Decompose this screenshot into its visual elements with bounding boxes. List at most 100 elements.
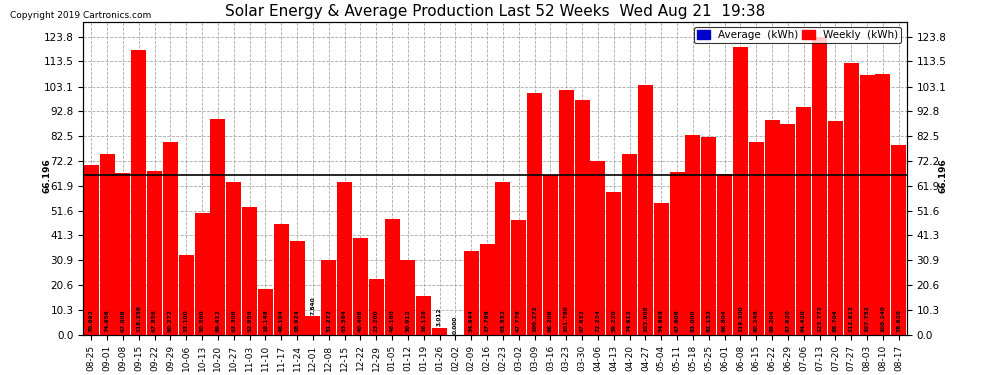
Bar [828,121,842,335]
Text: 0.000: 0.000 [452,315,458,334]
Text: 54.668: 54.668 [658,310,663,333]
Bar [638,85,653,335]
Bar [669,172,685,335]
Bar [416,296,432,335]
Legend: Average  (kWh), Weekly  (kWh): Average (kWh), Weekly (kWh) [694,27,902,43]
Text: 107.752: 107.752 [864,306,869,333]
Bar [479,244,495,335]
Bar [179,255,194,335]
Bar [100,154,115,335]
Text: 83.000: 83.000 [690,310,695,333]
Text: 103.908: 103.908 [643,306,647,333]
Text: 37.796: 37.796 [484,310,490,333]
Text: 33.100: 33.100 [184,310,189,333]
Text: 31.272: 31.272 [327,310,332,333]
Text: 19.148: 19.148 [263,310,268,333]
Text: 67.856: 67.856 [152,310,157,333]
Bar [337,182,352,335]
Bar [543,176,558,335]
Bar [796,107,811,335]
Bar [227,182,242,335]
Text: 89.204: 89.204 [769,310,774,333]
Bar [132,50,147,335]
Bar [733,48,747,335]
Text: 63.308: 63.308 [232,310,237,333]
Text: 66.804: 66.804 [722,310,727,333]
Text: 52.956: 52.956 [248,310,252,333]
Text: 50.560: 50.560 [200,310,205,333]
Bar [195,213,210,335]
Bar [400,260,416,335]
Title: Solar Energy & Average Production Last 52 Weeks  Wed Aug 21  19:38: Solar Energy & Average Production Last 5… [225,4,765,19]
Text: 100.272: 100.272 [532,306,538,333]
Bar [653,203,669,335]
Text: 74.956: 74.956 [105,310,110,333]
Bar [812,37,827,335]
Bar [321,260,337,335]
Bar [685,135,700,335]
Bar [622,154,638,335]
Bar [891,146,906,335]
Bar [701,137,716,335]
Text: 67.608: 67.608 [674,310,679,333]
Bar [148,171,162,335]
Text: 46.104: 46.104 [279,310,284,333]
Text: 48.160: 48.160 [390,310,395,333]
Text: 3.012: 3.012 [438,308,443,326]
Bar [859,75,874,335]
Bar [305,316,321,335]
Text: 59.220: 59.220 [611,310,616,333]
Bar [163,141,178,335]
Text: 89.412: 89.412 [216,310,221,333]
Text: 7.840: 7.840 [311,296,316,315]
Bar [606,192,622,335]
Bar [290,241,305,335]
Text: 87.620: 87.620 [785,310,790,333]
Bar [590,161,606,335]
Bar [258,289,273,335]
Bar [717,174,732,335]
Bar [875,74,890,335]
Bar [384,219,400,335]
Text: 80.272: 80.272 [168,310,173,333]
Text: 47.776: 47.776 [516,310,522,333]
Text: 112.812: 112.812 [848,306,853,333]
Bar [211,120,226,335]
Bar [495,182,511,335]
Bar [574,100,590,335]
Bar [352,237,368,335]
Text: 101.780: 101.780 [563,306,568,333]
Text: 38.924: 38.924 [295,310,300,333]
Bar [463,251,479,335]
Text: Copyright 2019 Cartronics.com: Copyright 2019 Cartronics.com [10,11,151,20]
Text: 16.128: 16.128 [422,310,427,333]
Text: 40.408: 40.408 [358,310,363,333]
Text: 94.420: 94.420 [801,310,806,333]
Text: 108.240: 108.240 [880,306,885,333]
Bar [748,142,763,335]
Text: 63.552: 63.552 [500,310,506,333]
Bar [780,124,795,335]
Bar [116,174,131,335]
Bar [764,120,779,335]
Text: 78.620: 78.620 [896,310,901,333]
Text: 66.196: 66.196 [43,158,51,193]
Text: 119.300: 119.300 [738,306,742,333]
Bar [243,207,257,335]
Bar [511,220,527,335]
Text: 118.256: 118.256 [137,306,142,333]
Bar [368,279,384,335]
Text: 80.248: 80.248 [753,310,758,333]
Text: 123.772: 123.772 [817,306,822,333]
Bar [843,63,858,335]
Text: 82.152: 82.152 [706,310,711,333]
Text: 70.692: 70.692 [89,310,94,333]
Bar [274,224,289,335]
Bar [558,90,574,335]
Text: 66.208: 66.208 [547,310,552,333]
Text: 74.912: 74.912 [627,310,632,333]
Text: 72.224: 72.224 [595,310,600,333]
Text: 23.200: 23.200 [374,310,379,333]
Bar [527,93,543,335]
Text: 88.704: 88.704 [833,310,838,333]
